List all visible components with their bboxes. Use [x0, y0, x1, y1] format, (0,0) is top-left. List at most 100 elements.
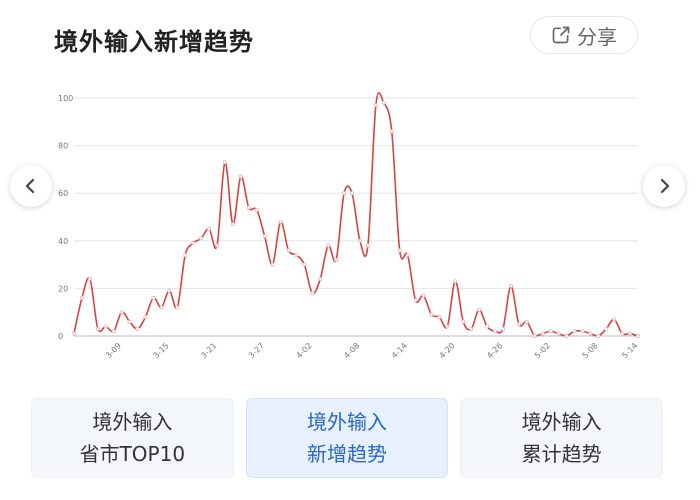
data-point: [580, 329, 585, 334]
data-point: [373, 103, 378, 108]
x-tick-label: 5-08: [580, 341, 599, 360]
data-point: [95, 326, 100, 331]
data-point: [207, 226, 212, 231]
x-tick-label: 5-14: [620, 341, 639, 360]
data-point: [119, 310, 124, 315]
data-point: [238, 174, 243, 179]
data-point: [540, 331, 545, 336]
data-point: [222, 160, 227, 165]
data-point: [318, 276, 323, 281]
next-chart-button[interactable]: [643, 165, 685, 207]
data-point: [612, 317, 617, 322]
data-point: [405, 253, 410, 258]
data-point: [191, 241, 196, 246]
data-point: [620, 331, 625, 336]
x-tick-label: 5-02: [533, 341, 552, 360]
x-tick-label: 3-27: [247, 341, 266, 360]
tab-line1: 境外输入: [92, 410, 173, 434]
data-point: [302, 262, 307, 267]
data-point: [532, 333, 537, 338]
data-point: [500, 326, 505, 331]
tab-line1: 境外输入: [521, 410, 602, 434]
data-point: [636, 333, 641, 338]
y-tick-label: 80: [58, 142, 68, 151]
tab-line1: 境外输入: [307, 410, 387, 434]
prev-chart-button[interactable]: [10, 165, 52, 207]
data-point: [183, 253, 188, 258]
x-tick-label: 4-08: [342, 341, 361, 360]
data-point: [421, 293, 426, 298]
data-point: [111, 329, 116, 334]
data-point: [604, 326, 609, 331]
data-point: [87, 276, 92, 281]
data-point: [175, 305, 180, 310]
data-point: [588, 331, 593, 336]
data-point: [485, 324, 490, 329]
y-tick-label: 100: [58, 94, 73, 103]
data-point: [477, 307, 482, 312]
trend-line-chart: 0 20 40 60 80 100 3-09 3-15 3-21 3-27 4-02 4-08 4-14…: [58, 91, 641, 360]
chevron-right-icon: [660, 178, 670, 194]
data-point: [310, 291, 315, 296]
tab-line2: 累计趋势: [521, 442, 602, 466]
data-point: [381, 100, 386, 105]
x-tick-label: 4-26: [485, 341, 504, 360]
share-icon: [552, 26, 570, 44]
x-tick-label: 3-21: [199, 341, 218, 360]
data-point: [103, 324, 108, 329]
data-point: [628, 331, 633, 336]
data-point: [214, 243, 219, 248]
y-tick-label: 0: [58, 332, 63, 341]
data-point: [246, 205, 251, 210]
x-tick-label: 4-20: [438, 341, 457, 360]
chevron-left-icon: [25, 178, 35, 194]
data-point: [278, 219, 283, 224]
data-point: [413, 298, 418, 303]
data-point: [564, 333, 569, 338]
data-point: [151, 295, 156, 300]
data-point: [548, 329, 553, 334]
tab-new-trend[interactable]: 境外输入 新增趋势: [245, 398, 449, 478]
data-point: [445, 324, 450, 329]
data-point: [556, 331, 561, 336]
data-point: [596, 333, 601, 338]
data-point: [469, 326, 474, 331]
chart-tabs: 境外输入 省市TOP10 境外输入 新增趋势 境外输入 累计趋势: [31, 398, 664, 478]
tab-cumulative-trend[interactable]: 境外输入 累计趋势: [460, 398, 664, 478]
y-tick-label: 20: [58, 284, 68, 293]
data-point: [159, 305, 164, 310]
y-tick-label: 60: [58, 189, 68, 198]
data-point: [461, 319, 466, 324]
data-point: [493, 329, 498, 334]
data-point: [127, 319, 132, 324]
data-point: [524, 319, 529, 324]
data-point: [365, 243, 370, 248]
tab-line2: 省市TOP10: [79, 442, 186, 466]
data-point: [437, 314, 442, 319]
page-title: 境外输入新增趋势: [54, 28, 254, 56]
x-tick-label: 4-02: [295, 341, 314, 360]
data-point: [286, 248, 291, 253]
data-point: [254, 207, 259, 212]
series-line: [73, 91, 639, 337]
data-point: [294, 253, 299, 258]
data-point: [342, 191, 347, 196]
data-point: [453, 279, 458, 284]
data-point: [516, 322, 521, 327]
data-point: [135, 326, 140, 331]
data-point: [230, 222, 235, 227]
data-point: [270, 262, 275, 267]
x-tick-label: 4-14: [390, 341, 409, 360]
share-button[interactable]: 分享: [530, 16, 638, 54]
share-label: 分享: [577, 24, 617, 49]
data-point: [143, 314, 148, 319]
data-point: [397, 248, 402, 253]
data-point: [262, 234, 267, 239]
data-point: [167, 288, 172, 293]
data-point: [389, 129, 394, 134]
tab-province-top10[interactable]: 境外输入 省市TOP10: [31, 398, 234, 478]
data-point: [326, 243, 331, 248]
data-point: [572, 329, 577, 334]
tab-line2: 新增趋势: [307, 442, 387, 466]
data-point: [334, 257, 339, 262]
